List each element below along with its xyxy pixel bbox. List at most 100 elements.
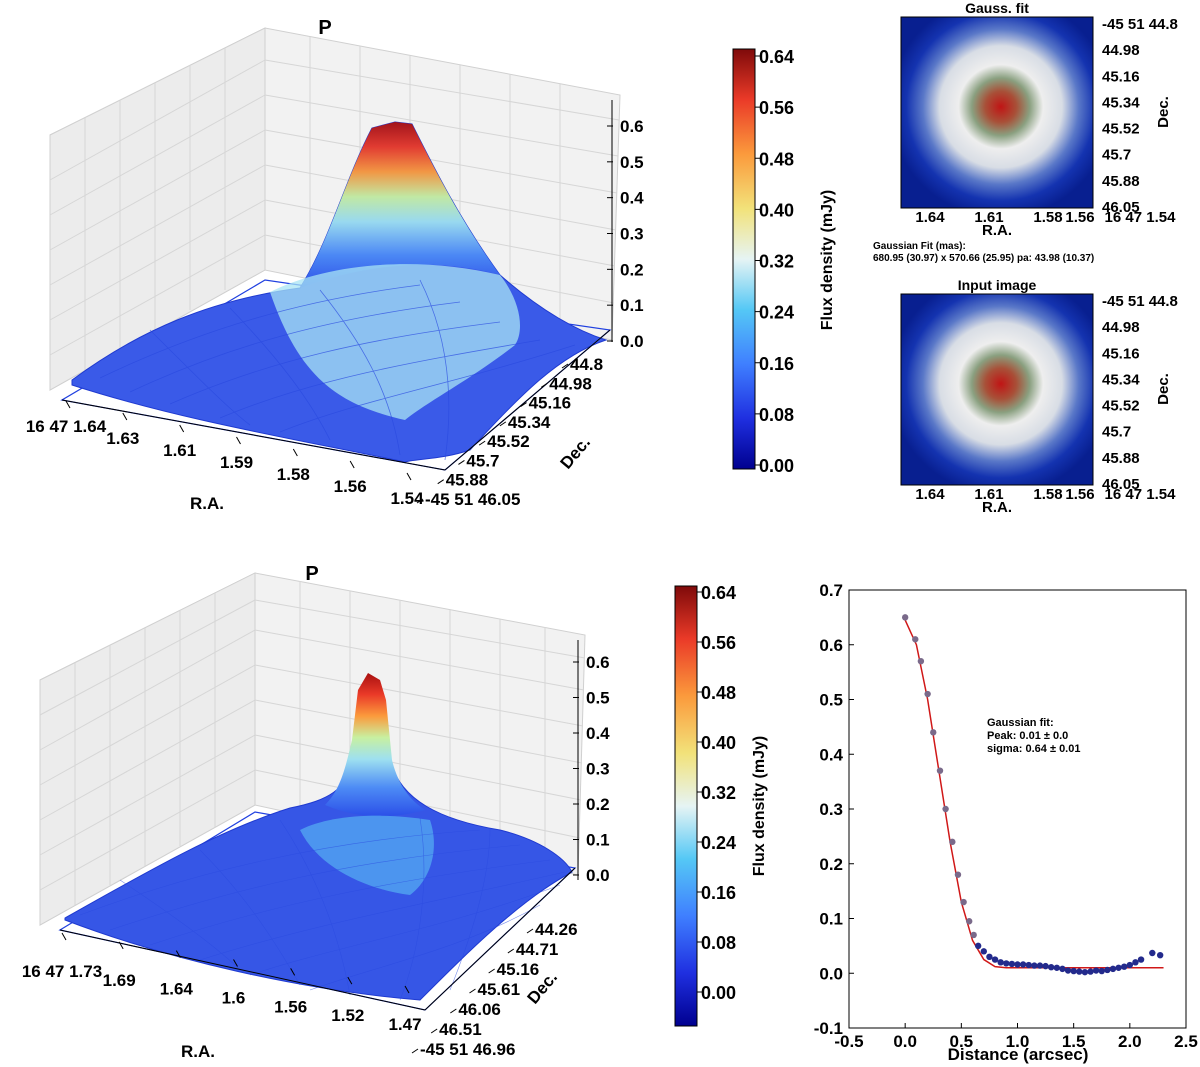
colorbar-tick-label: 0.56 bbox=[759, 98, 794, 118]
profile-ytick-label: 0.1 bbox=[819, 910, 843, 929]
profile-data-point bbox=[1019, 961, 1027, 968]
surface-bottom-ztick-label: 0.4 bbox=[586, 724, 610, 743]
surface-top-ytick-label: 45.16 bbox=[529, 394, 572, 413]
profile-data-point bbox=[1003, 960, 1010, 967]
heatmap-xtick-label: 16 47 1.54 bbox=[1105, 209, 1177, 226]
surface-top-ztick-label: 0.5 bbox=[620, 153, 644, 172]
surface-bottom-ztick-label: 0.1 bbox=[586, 831, 610, 850]
colorbar-tick-label: 0.16 bbox=[759, 354, 794, 374]
surface-top-ztick-label: 0.2 bbox=[620, 260, 644, 279]
surface-top-title: P bbox=[318, 17, 331, 39]
gauss-fit-panel: Gauss. fit -45 51 44.8 44.98 45.16 45.34 45.… bbox=[900, 0, 1178, 239]
profile-data-point bbox=[924, 690, 931, 698]
colorbar-tick-label: 0.16 bbox=[701, 883, 736, 903]
surface-top-peak bbox=[300, 122, 500, 288]
surface-bottom-ytick-label: 44.26 bbox=[535, 920, 578, 939]
colorbar-top: 0.64 0.56 0.48 0.40 0.32 0.24 0.16 0.08 0.00 Flu… bbox=[732, 47, 836, 476]
surface-top-ytick bbox=[416, 498, 424, 504]
surface-bottom-xtick-label: 1.52 bbox=[331, 1006, 364, 1025]
profile-data-point bbox=[970, 931, 977, 939]
profile-data-point bbox=[1059, 965, 1066, 973]
profile-data-point bbox=[960, 898, 967, 906]
colorbar-bottom-label: Flux density (mJy) bbox=[751, 736, 768, 876]
surface-top-xtick-label: 1.58 bbox=[277, 465, 310, 484]
surface-top-ytick-label: 45.88 bbox=[446, 471, 489, 490]
profile-data-point bbox=[1031, 962, 1038, 969]
profile-ytick-label: 0.3 bbox=[819, 800, 843, 819]
colorbar-tick-label: 0.00 bbox=[701, 983, 736, 1003]
colorbar-bottom: 0.64 0.56 0.48 0.40 0.32 0.24 0.16 0.08 0.00 Flu… bbox=[674, 583, 768, 1027]
heatmap-xtick-label: 1.58 bbox=[1033, 209, 1062, 226]
heatmap-ytick-label: 45.88 bbox=[1102, 450, 1140, 467]
profile-xtick-label: 2.0 bbox=[1118, 1032, 1142, 1051]
heatmap-ytick-label: 45.16 bbox=[1102, 68, 1140, 85]
surface-top-xtick-label: 1.63 bbox=[106, 429, 139, 448]
surface-bottom-title: P bbox=[305, 563, 318, 585]
colorbar-tick-label: 0.32 bbox=[759, 252, 794, 272]
profile-data-point bbox=[936, 767, 944, 774]
profile-data-point bbox=[901, 614, 909, 621]
surface-bottom-xtick bbox=[118, 941, 124, 950]
profile-annotation-line2: Peak: 0.01 ± 0.0 bbox=[987, 730, 1068, 742]
colorbar-top-label: Flux density (mJy) bbox=[819, 190, 836, 330]
profile-data-point bbox=[1087, 968, 1094, 975]
surface-bottom-ztick-label: 0.0 bbox=[586, 866, 610, 885]
profile-xtick-label: 0.5 bbox=[950, 1032, 974, 1051]
profile-data-point bbox=[1064, 967, 1072, 974]
surface-bottom-ytick-label: 46.06 bbox=[458, 1000, 501, 1019]
surface-bottom-ztick-label: 0.2 bbox=[586, 795, 610, 814]
profile-data-point bbox=[1115, 964, 1122, 971]
profile-xtick-label: 0.0 bbox=[893, 1032, 917, 1051]
heatmap-ytick-label: 45.52 bbox=[1102, 398, 1140, 415]
colorbar-tick-label: 0.08 bbox=[701, 933, 736, 953]
gauss-fit-title: Gauss. fit bbox=[965, 0, 1029, 16]
heatmap-ytick-label: 45.52 bbox=[1102, 121, 1140, 138]
heatmap-ytick-label: 45.7 bbox=[1102, 424, 1131, 441]
heatmap-xtick-label: 1.64 bbox=[915, 209, 945, 226]
input-image-ylabel: Dec. bbox=[1155, 373, 1172, 405]
surface-bottom-xtick bbox=[175, 950, 181, 958]
heatmap-ytick-label: -45 51 44.8 bbox=[1102, 16, 1178, 33]
profile-xtick-label: 1.0 bbox=[1006, 1032, 1030, 1051]
surface-bottom-ytick-label: 45.16 bbox=[497, 960, 540, 979]
surface-top-ztick-label: 0.6 bbox=[620, 117, 644, 136]
surface-top-ytick bbox=[458, 460, 465, 465]
heatmap-ytick-label: -45 51 44.8 bbox=[1102, 293, 1178, 310]
profile-data-point bbox=[1156, 951, 1164, 959]
surface-top-ytick bbox=[478, 440, 486, 446]
surface-top-xtick bbox=[349, 460, 355, 469]
profile-data-point bbox=[1008, 960, 1016, 968]
surface-bottom-xtick-label: 1.56 bbox=[274, 997, 307, 1016]
gaussian-fit-caption-line1: Gaussian Fit (mas): bbox=[873, 241, 966, 252]
colorbar-tick-label: 0.08 bbox=[759, 405, 794, 425]
surface-top-ztick-label: 0.0 bbox=[620, 332, 644, 351]
profile-data-point bbox=[912, 636, 919, 643]
surface-bottom-ytick bbox=[469, 988, 476, 994]
gaussian-fit-caption-line2: 680.95 (30.97) x 570.66 (25.95) pa: 43.9… bbox=[873, 253, 1094, 264]
colorbar-tick-label: 0.64 bbox=[759, 47, 794, 67]
profile-ytick-label: 0.4 bbox=[819, 745, 843, 764]
gauss-fit-xlabel: R.A. bbox=[982, 222, 1012, 239]
surface-bottom-xtick bbox=[347, 976, 353, 985]
profile-data-point bbox=[997, 959, 1004, 966]
heatmap-ytick-label: 45.88 bbox=[1102, 173, 1140, 190]
surface-bottom-ytick bbox=[430, 1028, 438, 1034]
colorbar-tick-label: 0.48 bbox=[759, 149, 794, 169]
surface-top-xtick-label: 1.59 bbox=[220, 453, 253, 472]
profile-data-point bbox=[942, 805, 949, 813]
colorbar-tick-label: 0.64 bbox=[701, 583, 736, 603]
heatmap-ytick-label: 45.7 bbox=[1102, 147, 1131, 164]
profile-xlabel: Distance (arcsec) bbox=[948, 1045, 1089, 1064]
profile-xtick-label: 2.5 bbox=[1174, 1032, 1198, 1051]
surface-top-ytick bbox=[437, 479, 444, 485]
surface-top-xtick-label: 1.61 bbox=[163, 441, 196, 460]
colorbar-tick-label: 0.24 bbox=[701, 833, 736, 853]
profile-data-point bbox=[1053, 964, 1061, 971]
colorbar-bottom-gradient bbox=[674, 585, 698, 1027]
input-image-xlabel: R.A. bbox=[982, 499, 1012, 516]
colorbar-tick-label: 0.40 bbox=[759, 200, 794, 220]
surface-bottom-ytick bbox=[526, 928, 534, 934]
profile-data-point bbox=[1081, 968, 1089, 976]
profile-xtick-label: 1.5 bbox=[1062, 1032, 1086, 1051]
profile-data-point bbox=[1137, 956, 1145, 963]
